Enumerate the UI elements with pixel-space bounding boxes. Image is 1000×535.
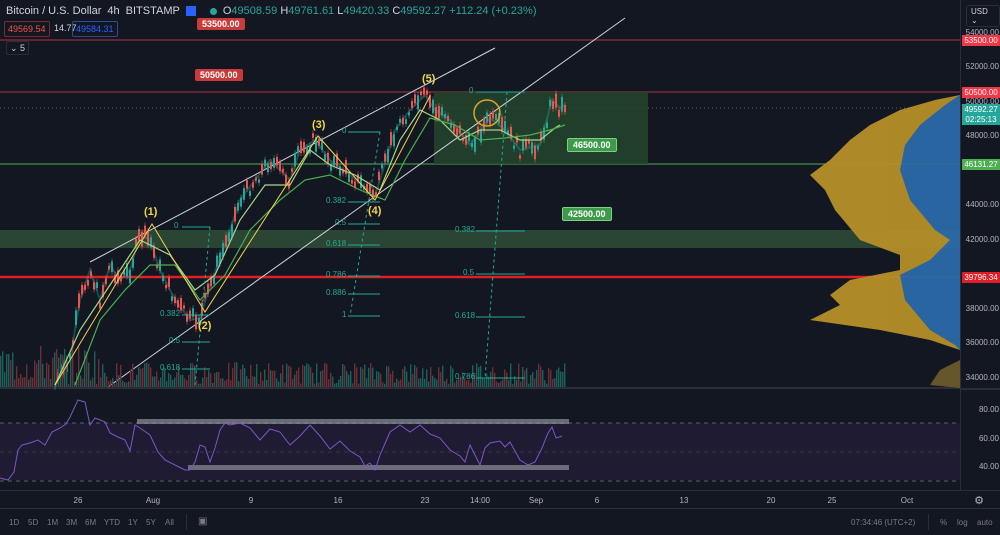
time-label: 6 — [594, 496, 600, 505]
price-label: 36000.00 — [965, 338, 999, 347]
price-tag-46131: 46131.27 — [962, 159, 1000, 170]
fib2-05: 0.5 — [335, 218, 347, 227]
time-label: 23 — [420, 496, 430, 505]
time-label: 14:00 — [469, 496, 491, 505]
fib3-05: 0.5 — [463, 268, 475, 277]
wave-label-1: (1) — [144, 206, 158, 218]
price-label: 34000.00 — [965, 373, 999, 382]
auto-toggle[interactable]: auto — [977, 518, 993, 527]
callout-46500[interactable]: 46500.00 — [567, 138, 617, 152]
fib2-0: 0 — [342, 126, 347, 135]
fib1-0382: 0.382 — [160, 309, 181, 318]
time-label: Aug — [145, 496, 161, 505]
price-tag-39796: 39796.34 — [962, 272, 1000, 283]
price-label: 42000.00 — [965, 235, 999, 244]
fib2-0618: 0.618 — [326, 239, 347, 248]
range-all[interactable]: All — [165, 518, 174, 527]
bottom-toolbar: 1D 5D 1M 3M 6M YTD 1Y 5Y All ▣ 07:34:46 … — [0, 508, 1000, 535]
price-label: 48000.00 — [965, 131, 999, 140]
fib1-0: 0 — [174, 221, 179, 230]
fib2-0886: 0.886 — [326, 288, 347, 297]
time-label: 13 — [679, 496, 689, 505]
price-label: 52000.00 — [965, 62, 999, 71]
percent-toggle[interactable]: % — [940, 518, 948, 527]
sell-button[interactable]: 49569.54 — [4, 21, 50, 37]
fib2-1: 1 — [342, 310, 347, 319]
range-5d[interactable]: 5D — [28, 518, 39, 527]
buy-button[interactable]: 49584.31 — [72, 21, 118, 37]
last-price-tag: 49592.27 — [962, 104, 1000, 115]
price-tag-53500: 53500.00 — [962, 35, 1000, 46]
range-5y[interactable]: 5Y — [146, 518, 156, 527]
chart-legend: Bitcoin / U.S. Dollar 4h BITSTAMP O49508… — [6, 5, 536, 17]
price-label: 44000.00 — [965, 200, 999, 209]
settings-gear-icon[interactable]: ⚙ — [974, 495, 984, 507]
clock[interactable]: 07:34:46 (UTC+2) — [851, 518, 916, 527]
range-ytd[interactable]: YTD — [104, 518, 120, 527]
price-chart-canvas[interactable] — [0, 0, 960, 490]
time-label: 16 — [333, 496, 343, 505]
fib3-0618: 0.618 — [455, 311, 476, 320]
time-label: 26 — [73, 496, 83, 505]
callout-53500[interactable]: 53500.00 — [197, 18, 245, 30]
callout-42500[interactable]: 42500.00 — [562, 207, 612, 221]
range-1y[interactable]: 1Y — [128, 518, 138, 527]
fib1-0618: 0.618 — [160, 363, 181, 372]
volume-bars — [0, 344, 566, 387]
time-label: 20 — [766, 496, 776, 505]
time-label: 9 — [248, 496, 254, 505]
price-label: 54000.00 — [965, 28, 999, 37]
range-6m[interactable]: 6M — [85, 518, 97, 527]
market-status-icon — [209, 7, 217, 15]
spread-value: 14.77 — [54, 23, 77, 33]
countdown-tag: 02:25:13 — [962, 114, 1000, 125]
time-label: Oct — [900, 496, 914, 505]
rsi-label: 60.00 — [978, 434, 999, 443]
wave-label-5: (5) — [422, 73, 436, 85]
callout-50500[interactable]: 50500.00 — [195, 69, 243, 81]
fib2-0382: 0.382 — [326, 196, 347, 205]
range-3m[interactable]: 3M — [66, 518, 78, 527]
wave-label-3: (3) — [312, 119, 326, 131]
range-1d[interactable]: 1D — [9, 518, 20, 527]
flag-icon — [185, 6, 196, 16]
fib2-0786: 0.786 — [326, 270, 347, 279]
symbol-name[interactable]: Bitcoin / U.S. Dollar — [6, 5, 102, 17]
price-axis[interactable]: 54000.00 53500.00 52000.00 50500.00 5000… — [960, 0, 1000, 490]
rsi-label: 40.00 — [978, 462, 999, 471]
currency-dropdown[interactable]: USD ⌄ — [966, 5, 1000, 27]
rsi-label: 80.00 — [978, 405, 999, 414]
fib3-0786: 0.786 — [455, 372, 476, 381]
log-toggle[interactable]: log — [957, 518, 968, 527]
price-tag-50500: 50500.00 — [962, 87, 1000, 98]
fib3-0: 0 — [469, 86, 474, 95]
time-label: 25 — [827, 496, 837, 505]
price-label: 50000.00 — [965, 97, 999, 106]
interval[interactable]: 4h — [107, 5, 120, 17]
ohlc-values: O49508.59 H49761.61 L49420.33 C49592.27 … — [222, 5, 537, 17]
range-1m[interactable]: 1M — [47, 518, 59, 527]
indicators-toggle[interactable]: ⌄ 5 — [6, 41, 30, 55]
exchange: BITSTAMP — [125, 5, 180, 17]
wave-label-4: (4) — [368, 205, 382, 217]
time-axis[interactable]: 26 Aug 9 16 23 14:00 Sep 6 13 20 25 Oct … — [0, 490, 1000, 509]
fib3-0382: 0.382 — [455, 225, 476, 234]
date-range-icon[interactable]: ▣ — [198, 516, 208, 527]
candlesticks — [54, 84, 566, 391]
time-label: Sep — [528, 496, 544, 505]
price-label: 38000.00 — [965, 304, 999, 313]
fib1-05: 0.5 — [169, 336, 181, 345]
wave-label-2: (2) — [198, 320, 212, 332]
